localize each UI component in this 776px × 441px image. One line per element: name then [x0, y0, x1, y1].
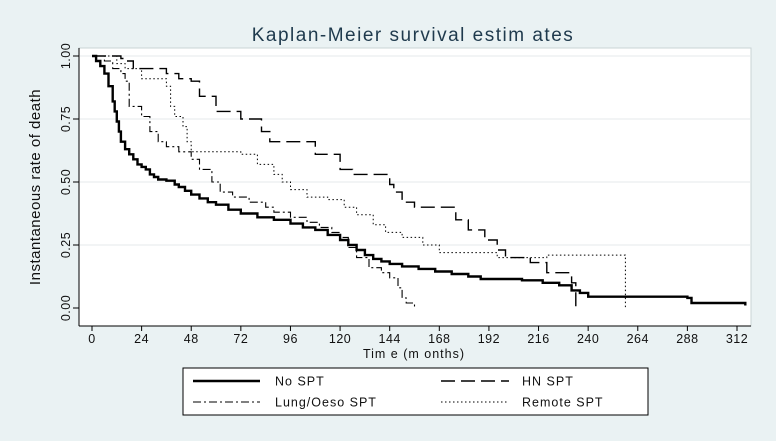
series-line-dashdot: [92, 55, 416, 308]
x-tick-label: 72: [233, 332, 248, 346]
legend-label: Remote SPT: [522, 396, 604, 410]
x-tick-label: 192: [478, 332, 500, 346]
legend-label: Lung/Oeso SPT: [275, 396, 377, 410]
legend-box: [182, 367, 649, 416]
x-tick-label: 168: [428, 332, 450, 346]
chart-title: Kaplan-Meier survival estim ates: [252, 25, 575, 46]
x-axis-label: Tim e (m onths): [363, 347, 465, 361]
x-tick-label: 288: [676, 332, 698, 346]
y-tick-label: 0.50: [59, 169, 73, 195]
legend: No SPT HN SPT Lung/Oeso SPT Remote SPT: [193, 375, 604, 410]
axes: 0.00 0.25 0.50 0.75 1.00 0 24 48 72 96 120 144 168 19…: [59, 43, 751, 346]
y-tick-label: 1.00: [59, 43, 73, 69]
y-tick-label: 0.25: [59, 232, 73, 258]
x-tick-label: 48: [184, 332, 199, 346]
x-tick-label: 216: [527, 332, 549, 346]
x-tick-label: 24: [134, 332, 149, 346]
y-axis-label: Instantaneous rate of death: [27, 89, 44, 285]
y-tick-label: 0.00: [59, 295, 73, 321]
x-tick-label: 144: [379, 332, 401, 346]
x-tick-label: 264: [627, 332, 649, 346]
legend-label: No SPT: [275, 375, 325, 389]
series-line-solid: [92, 54, 747, 306]
x-tick-label: 0: [88, 332, 95, 346]
x-tick-label: 240: [577, 332, 599, 346]
series-group: [92, 54, 747, 308]
x-tick-label: 120: [329, 332, 351, 346]
series-line-longdash: [92, 55, 577, 308]
plot-area: [78, 47, 752, 327]
y-tick-label: 0.75: [59, 106, 73, 132]
series-line-dotted: [92, 55, 626, 308]
legend-label: HN SPT: [522, 375, 574, 389]
x-tick-label: 312: [726, 332, 748, 346]
grid-lines: [80, 55, 750, 246]
x-tick-label: 96: [283, 332, 298, 346]
